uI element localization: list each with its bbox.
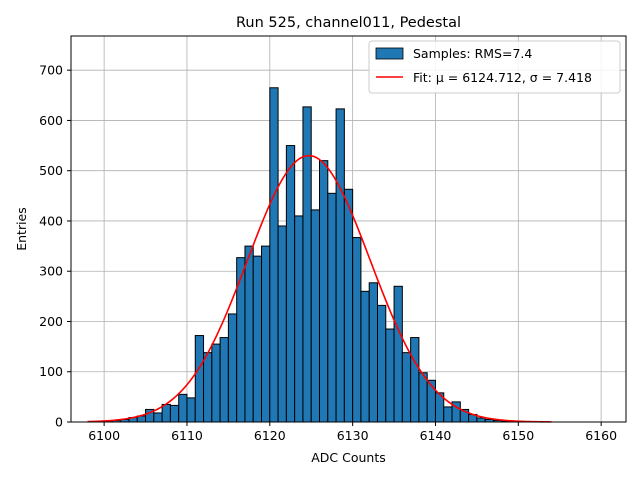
y-tick-label: 200 xyxy=(39,314,63,329)
fit-curve-layer xyxy=(87,154,552,423)
x-tick-label: 6140 xyxy=(420,428,452,443)
histogram-bar xyxy=(252,255,263,423)
histogram-bar xyxy=(343,188,354,423)
histogram-bar xyxy=(418,372,428,423)
histogram-bar xyxy=(161,403,171,423)
y-tick-label: 500 xyxy=(39,163,63,178)
legend-label-samples: Samples: RMS=7.4 xyxy=(413,46,532,61)
histogram-bar xyxy=(360,290,370,423)
y-tick-label: 700 xyxy=(39,63,63,78)
histogram-bar xyxy=(178,393,188,423)
x-tick-label: 6110 xyxy=(171,428,203,443)
ticks: 6100 6110 6120 6130 6140 6150 6160 0 100 200 300 40… xyxy=(39,63,617,443)
legend-bar-swatch xyxy=(375,47,404,60)
gaussian-fit-curve xyxy=(87,154,552,423)
histogram-bar xyxy=(269,87,279,423)
histogram-bar xyxy=(294,215,304,423)
histogram-bar xyxy=(211,343,221,423)
histogram-bar xyxy=(385,328,395,423)
legend-label-fit: Fit: μ = 6124.712, σ = 7.418 xyxy=(413,70,592,85)
y-axis-label: Entries xyxy=(14,207,29,251)
histogram-bar xyxy=(368,282,378,423)
chart-title: Run 525, channel011, Pedestal xyxy=(236,15,461,31)
y-tick-label: 300 xyxy=(39,264,63,279)
y-tick-label: 0 xyxy=(55,415,63,430)
histogram-bar xyxy=(285,145,296,423)
y-tick-label: 400 xyxy=(39,213,63,228)
histogram-bar xyxy=(393,285,403,423)
histogram-bar xyxy=(169,404,180,423)
x-tick-label: 6150 xyxy=(502,428,534,443)
histogram-bar xyxy=(443,406,453,423)
histogram-bar xyxy=(153,412,163,423)
histogram-bar xyxy=(310,209,321,423)
legend: Samples: RMS=7.4 Fit: μ = 6124.712, σ = … xyxy=(368,40,621,94)
histogram-bar xyxy=(319,160,329,423)
histogram-bar xyxy=(236,257,246,423)
histogram-bar xyxy=(277,225,287,423)
histogram-bar xyxy=(244,245,254,423)
histogram-bar xyxy=(219,337,229,423)
x-axis-label: ADC Counts xyxy=(311,450,386,465)
legend-box xyxy=(368,40,621,94)
axes xyxy=(70,35,627,423)
histogram-bar xyxy=(335,108,345,423)
histogram-bar xyxy=(261,245,271,423)
histogram-bar xyxy=(401,352,412,423)
histogram-bar xyxy=(410,337,420,423)
y-tick-label: 600 xyxy=(39,113,63,128)
x-tick-label: 6130 xyxy=(337,428,369,443)
histogram-bar xyxy=(352,237,362,423)
histogram-bar xyxy=(194,335,205,423)
histogram-bar xyxy=(186,397,196,423)
x-tick-label: 6120 xyxy=(254,428,286,443)
histogram-bar xyxy=(302,106,312,423)
x-tick-label: 6100 xyxy=(88,428,120,443)
histogram-bar xyxy=(203,352,213,423)
histogram-bar xyxy=(376,304,387,423)
histogram-bar xyxy=(476,417,486,423)
y-tick-label: 100 xyxy=(39,364,63,379)
plot-frame xyxy=(70,35,627,423)
histogram-bar xyxy=(327,192,337,423)
histogram-bar xyxy=(227,313,238,423)
x-tick-label: 6160 xyxy=(585,428,617,443)
